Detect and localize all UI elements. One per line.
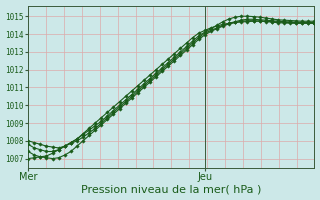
X-axis label: Pression niveau de la mer( hPa ): Pression niveau de la mer( hPa )	[81, 184, 261, 194]
